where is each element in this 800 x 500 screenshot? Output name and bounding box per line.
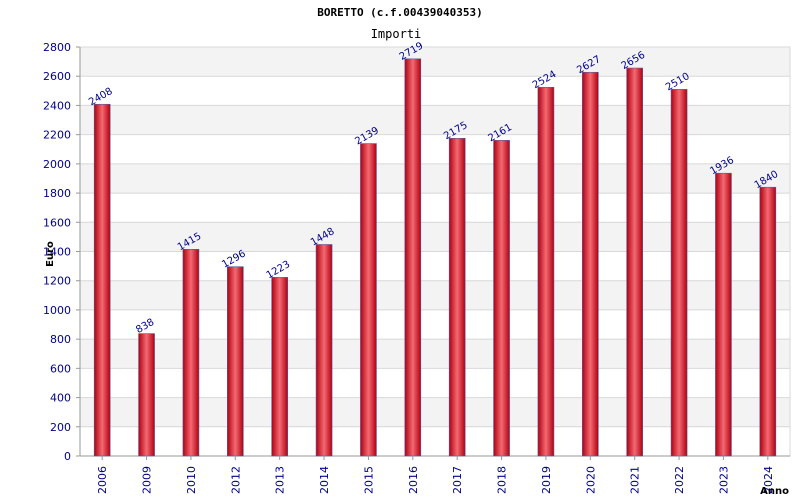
bar-2024 [759, 186, 777, 457]
y-tick-label: 1600 [43, 216, 71, 229]
chart-title: BORETTO (c.f.00439040353) [317, 6, 483, 19]
y-tick-label: 1200 [43, 275, 71, 288]
y-tick-label: 200 [50, 421, 71, 434]
x-tick-label: 2006 [96, 466, 109, 494]
y-tick-label: 2600 [43, 70, 71, 83]
y-tick-label: 600 [50, 362, 71, 375]
plot-band [80, 47, 790, 77]
bar-2009 [138, 333, 155, 457]
bar-2016 [404, 58, 422, 457]
bar-2021 [626, 67, 643, 457]
bar-2013 [271, 277, 288, 457]
x-tick-label: 2015 [362, 466, 375, 494]
x-tick-label: 2009 [141, 466, 154, 494]
x-tick-label: 2012 [229, 466, 242, 494]
bar-2022 [670, 89, 688, 457]
y-axis-label: Euro [45, 241, 56, 267]
y-tick-label: 2800 [43, 41, 71, 54]
x-axis-ticks: 2006 2009 2010 2012 2013 2014 2015 2016 2017 2018… [96, 456, 775, 494]
y-tick-label: 2200 [43, 129, 71, 142]
bar-2006 [93, 103, 111, 457]
x-tick-label: 2010 [185, 466, 198, 494]
bar-2015 [360, 143, 377, 457]
chart-subtitle: Importi [371, 27, 422, 41]
bar-2012 [227, 266, 244, 457]
bar-2023 [715, 172, 732, 457]
bars [93, 58, 777, 457]
y-axis-ticks: 0 200 400 600 800 1000 1200 1400 1600 1800 2000 220… [43, 41, 71, 463]
y-tick-label: 2400 [43, 99, 71, 112]
y-tick-label: 2000 [43, 158, 71, 171]
y-tick-label: 1400 [43, 246, 71, 259]
y-tick-label: 400 [50, 392, 71, 405]
x-tick-label: 2018 [496, 466, 509, 494]
x-tick-label: 2019 [540, 466, 553, 494]
y-tick-label: 1000 [43, 304, 71, 317]
x-tick-label: 2020 [584, 466, 597, 494]
x-tick-label: 2017 [451, 466, 464, 494]
bar-2019 [537, 87, 555, 457]
bar-2017 [448, 137, 466, 457]
x-tick-label: 2014 [318, 466, 331, 494]
bar-2010 [182, 249, 200, 457]
x-tick-label: 2013 [274, 466, 287, 494]
y-tick-label: 800 [50, 333, 71, 346]
x-tick-label: 2023 [717, 466, 730, 494]
y-tick-label: 1800 [43, 187, 71, 200]
y-tick-label: 0 [64, 450, 71, 463]
bar-2020 [582, 71, 599, 457]
x-tick-label: 2024 [762, 466, 775, 494]
x-axis-label: Anno [760, 486, 789, 497]
bar-2014 [315, 244, 333, 457]
x-tick-label: 2016 [407, 466, 420, 494]
x-tick-label: 2021 [629, 466, 642, 494]
x-tick-label: 2022 [673, 466, 686, 494]
bar-2018 [493, 140, 510, 457]
